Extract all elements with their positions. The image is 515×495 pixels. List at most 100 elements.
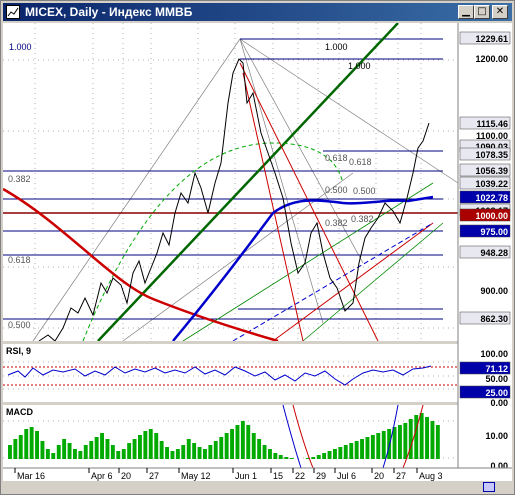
macd-bar bbox=[360, 439, 364, 459]
axis-value-label: 1000.00 bbox=[475, 211, 508, 221]
minimize-button[interactable]: ▁ bbox=[458, 5, 474, 19]
macd-bar bbox=[170, 451, 175, 459]
macd-bar bbox=[414, 415, 419, 459]
window-title: MICEX, Daily - Индекс ММВБ bbox=[25, 5, 193, 19]
axis-value-label: 10.00 bbox=[485, 431, 508, 441]
macd-bar bbox=[251, 433, 256, 459]
fib-label: 0.618 bbox=[8, 255, 31, 265]
rsi-title: RSI, 9 bbox=[6, 346, 31, 356]
date-tick-label: Apr 6 bbox=[91, 471, 113, 481]
date-tick-label: 29 bbox=[316, 471, 326, 481]
macd-bar bbox=[35, 431, 39, 459]
rsi-line bbox=[7, 365, 432, 386]
macd-bar bbox=[148, 429, 153, 459]
axis-value-label: 50.00 bbox=[485, 374, 508, 384]
macd-bar bbox=[257, 439, 262, 459]
macd-bar bbox=[62, 439, 67, 459]
macd-bar bbox=[159, 441, 164, 459]
macd-bar bbox=[83, 445, 88, 459]
macd-bar bbox=[138, 435, 142, 459]
date-tick-label: 27 bbox=[149, 471, 159, 481]
date-tick-label: 20 bbox=[121, 471, 131, 481]
macd-bar bbox=[278, 455, 283, 459]
macd-bar bbox=[18, 435, 23, 459]
chart-svg[interactable]: 1.000 1.000 1.000 0.618 0.618 0.382 0.50… bbox=[2, 22, 512, 481]
date-tick-label: Jun 1 bbox=[235, 471, 257, 481]
axis-value-box bbox=[459, 245, 511, 259]
axis-value-box bbox=[459, 361, 511, 375]
macd-bar bbox=[154, 433, 159, 459]
axis-value-label: 975.00 bbox=[480, 227, 508, 237]
macd-bar bbox=[419, 413, 424, 459]
macd-bar bbox=[240, 421, 245, 459]
macd-bar bbox=[354, 441, 359, 459]
macd-bar bbox=[289, 458, 294, 459]
macd-title: MACD bbox=[6, 407, 33, 417]
macd-bar bbox=[343, 445, 348, 459]
macd-bar bbox=[408, 419, 413, 459]
macd-bar bbox=[181, 445, 186, 459]
macd-bar bbox=[40, 441, 45, 459]
axis-value-box bbox=[459, 190, 511, 204]
date-tick-label: Mar 16 bbox=[17, 471, 45, 481]
macd-panel[interactable]: MACD bbox=[3, 404, 458, 469]
macd-bar bbox=[67, 443, 72, 459]
axis-value-label: 1115.46 bbox=[476, 119, 508, 129]
scroll-button-icon[interactable] bbox=[483, 482, 495, 492]
title-bar[interactable]: MICEX, Daily - Индекс ММВБ ▁ □ ✕ bbox=[3, 3, 512, 21]
macd-bar bbox=[262, 445, 267, 459]
axis-value-label: 1078.35 bbox=[475, 150, 508, 160]
macd-bar bbox=[73, 449, 77, 459]
date-tick-label: 15 bbox=[273, 471, 283, 481]
macd-bar bbox=[192, 443, 197, 459]
close-button[interactable]: ✕ bbox=[492, 5, 508, 19]
macd-bar bbox=[13, 439, 18, 459]
macd-bar bbox=[94, 437, 99, 459]
macd-bar bbox=[327, 451, 332, 459]
date-tick-label: 22 bbox=[295, 471, 305, 481]
axis-value-box bbox=[459, 311, 511, 325]
fib-label: 0.618 bbox=[325, 153, 348, 163]
macd-bar bbox=[246, 425, 251, 459]
macd-bar bbox=[29, 427, 34, 459]
axis-value-box bbox=[459, 176, 511, 190]
date-tick-label: Jul 6 bbox=[337, 471, 356, 481]
macd-bar bbox=[284, 457, 289, 459]
axis-value-box bbox=[459, 116, 511, 130]
price-panel[interactable]: 1.000 1.000 1.000 0.618 0.618 0.382 0.50… bbox=[2, 22, 512, 343]
macd-bar bbox=[197, 447, 202, 459]
date-tick-label: 27 bbox=[396, 471, 406, 481]
macd-bar bbox=[213, 441, 218, 459]
axis-value-label: 25.00 bbox=[485, 388, 508, 398]
rsi-panel[interactable]: RSI, 9 bbox=[3, 344, 458, 402]
price-series-line bbox=[38, 58, 430, 342]
chart-area[interactable]: 1.000 1.000 1.000 0.618 0.618 0.382 0.50… bbox=[2, 22, 512, 481]
maximize-button[interactable]: □ bbox=[474, 5, 490, 19]
fib-label: 0.500 bbox=[325, 185, 348, 195]
fib-label: 1.000 bbox=[348, 61, 371, 71]
fib-label: 0.382 bbox=[325, 218, 348, 228]
macd-bar bbox=[349, 443, 354, 459]
macd-bar bbox=[235, 425, 240, 459]
axis-value-box bbox=[459, 147, 511, 161]
axis-value-label: 1229.61 bbox=[475, 34, 508, 44]
fib-label: 0.500 bbox=[353, 186, 376, 196]
macd-bar bbox=[56, 445, 61, 459]
close-icon: ✕ bbox=[495, 6, 505, 17]
price-axis: 1229.61 1200.00 1115.46 1100.001090.031078.… bbox=[459, 31, 511, 325]
macd-bar bbox=[8, 445, 12, 459]
macd-bar bbox=[175, 449, 180, 459]
macd-bar bbox=[208, 445, 213, 459]
axis-value-label: 1100.00 bbox=[476, 131, 508, 141]
macd-bar bbox=[268, 449, 272, 459]
fib-label: 0.382 bbox=[8, 174, 31, 184]
axis-value-label: 1056.39 bbox=[475, 166, 508, 176]
macd-bar bbox=[203, 449, 207, 459]
axis-value-label: 1090.03 bbox=[475, 142, 508, 152]
macd-bar bbox=[132, 439, 137, 459]
fib-label: 0.618 bbox=[349, 157, 372, 167]
macd-bar bbox=[24, 429, 29, 459]
date-tick-label: May 12 bbox=[181, 471, 211, 481]
